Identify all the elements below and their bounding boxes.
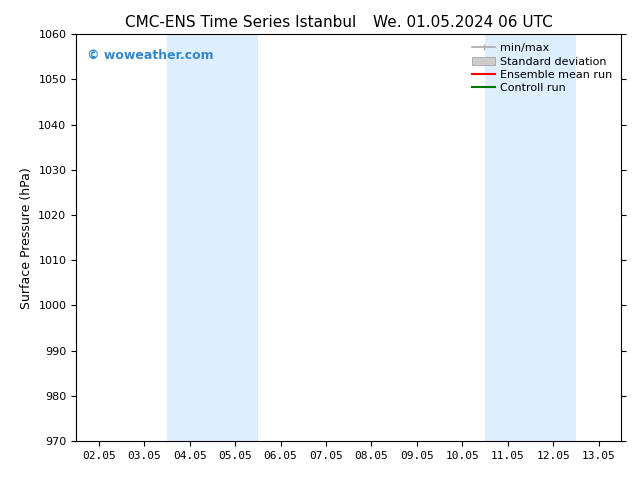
Legend: min/max, Standard deviation, Ensemble mean run, Controll run: min/max, Standard deviation, Ensemble me… bbox=[469, 40, 616, 97]
Bar bbox=[167, 34, 258, 441]
Text: © woweather.com: © woweather.com bbox=[87, 49, 214, 62]
Bar bbox=[485, 34, 576, 441]
Text: CMC-ENS Time Series Istanbul: CMC-ENS Time Series Istanbul bbox=[126, 15, 356, 30]
Y-axis label: Surface Pressure (hPa): Surface Pressure (hPa) bbox=[20, 167, 33, 309]
Text: We. 01.05.2024 06 UTC: We. 01.05.2024 06 UTC bbox=[373, 15, 553, 30]
